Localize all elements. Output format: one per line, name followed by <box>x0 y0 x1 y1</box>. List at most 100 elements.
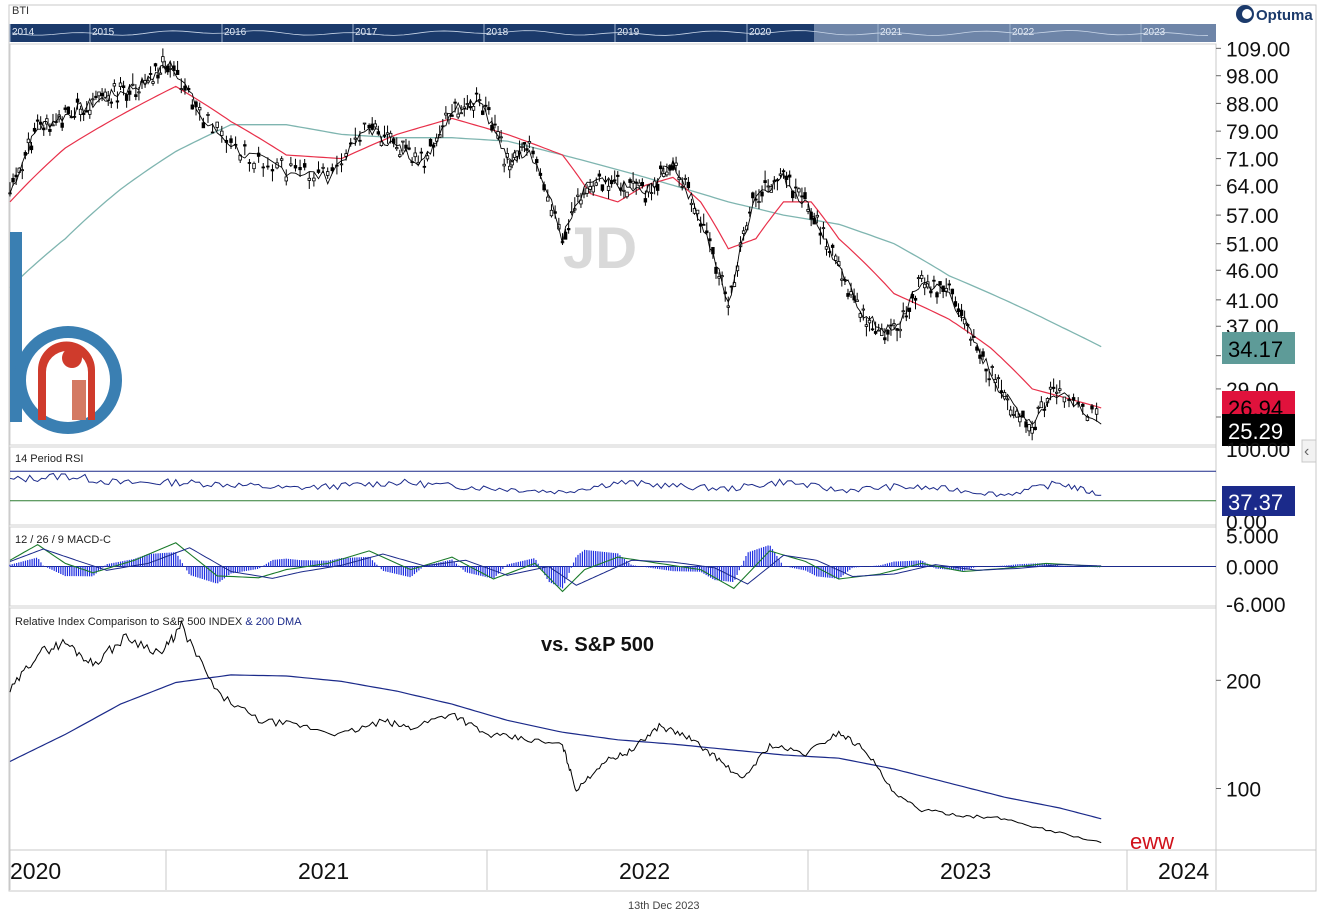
price-candle-body <box>270 169 275 172</box>
price-candle-body <box>484 104 488 107</box>
price-candle-body <box>549 209 554 217</box>
price-candle-body <box>659 165 663 170</box>
price-candle-body <box>14 174 18 178</box>
price-candle-body <box>1030 427 1034 434</box>
price-candle-body <box>321 166 325 169</box>
price-candle-body <box>459 112 463 115</box>
price-candle-body <box>546 196 550 202</box>
price-candle-body <box>1012 414 1016 416</box>
price-candle-body <box>493 123 497 126</box>
price-candle-body <box>996 377 1001 380</box>
price-candle-body <box>151 81 155 84</box>
price-candle-body <box>487 107 491 111</box>
price-candle-body <box>588 186 592 190</box>
price-candle-body <box>201 122 206 129</box>
price-candle-body <box>637 182 641 187</box>
relative-title: Relative Index Comparison to S&P 500 IND… <box>15 616 302 628</box>
price-candle-body <box>1085 415 1090 421</box>
price-candle-body <box>112 83 117 87</box>
price-candle-body <box>689 202 694 206</box>
price-candle-body <box>904 315 909 318</box>
price-candle-body <box>892 323 896 326</box>
price-candle-body <box>502 163 506 167</box>
price-candle-body <box>468 106 473 109</box>
navigator-year-label: 2014 <box>12 27 35 38</box>
price-candle-body <box>158 72 163 75</box>
price-candle-body <box>846 293 850 297</box>
price-candle-body <box>137 91 141 94</box>
price-candle-body <box>886 329 890 335</box>
price-candle-body <box>312 177 316 182</box>
price-candle-body <box>81 112 86 115</box>
macd-title: 12 / 26 / 9 MACD-C <box>15 534 111 546</box>
price-candle-body <box>1048 386 1053 390</box>
price-candle-body <box>643 198 648 203</box>
price-y-tick-label: 64.00 <box>1226 175 1279 198</box>
price-candle-body <box>956 308 961 313</box>
price-candle-body <box>938 281 942 286</box>
price-candle-body <box>873 331 878 334</box>
price-candle-body <box>594 182 598 186</box>
price-candle-body <box>388 132 393 138</box>
price-candle-body <box>566 228 571 231</box>
price-candle-body <box>1081 403 1085 407</box>
price-candle-body <box>950 288 955 295</box>
price-candle-body <box>456 113 460 118</box>
price-candle-body <box>1015 410 1019 418</box>
macd-histogram <box>9 545 1101 589</box>
price-candle-body <box>197 107 202 111</box>
price-candle-body <box>671 165 675 170</box>
price-candle-body <box>490 124 494 131</box>
price-candle-body <box>916 277 921 280</box>
price-candle-body <box>729 285 734 288</box>
price-candle-body <box>35 119 40 122</box>
price-candle-body <box>953 301 958 307</box>
price-candle-body <box>858 313 862 318</box>
price-candle-body <box>849 291 853 296</box>
price-candle-body <box>787 174 792 178</box>
price-candle-body <box>382 134 387 137</box>
price-candle-body <box>830 244 835 248</box>
relative-title-ma: & 200 DMA <box>245 616 302 628</box>
rsi-title: 14 Period RSI <box>15 453 83 465</box>
price-candle-body <box>763 180 767 184</box>
price-candle-body <box>901 310 905 313</box>
rsi-y-tick-label: 100.00 <box>1226 439 1290 462</box>
price-candle-body <box>1033 426 1037 431</box>
price-candle-body <box>794 186 798 189</box>
price-candle-body <box>683 177 687 180</box>
price-candle-body <box>362 122 367 125</box>
brand-mark-dot <box>62 348 82 368</box>
price-candle-body <box>97 91 101 97</box>
price-candle-body <box>51 124 55 127</box>
last-value-ma-slow: 34.17 <box>1228 337 1283 362</box>
price-candle-body <box>118 82 123 87</box>
price-candle-body <box>358 139 362 142</box>
price-candle-body <box>542 184 546 191</box>
price-candle-body <box>419 151 424 154</box>
price-candle-body <box>370 123 374 130</box>
price-y-tick-label: 79.00 <box>1226 121 1279 144</box>
price-candle-body <box>1090 405 1094 410</box>
price-candle-body <box>806 208 810 212</box>
price-candle-body <box>883 337 887 341</box>
price-candle-body <box>553 211 557 214</box>
navigator-year-label: 2015 <box>92 27 115 38</box>
price-line <box>9 59 1102 426</box>
price-candle-body <box>279 158 284 161</box>
price-candle-body <box>1008 409 1013 416</box>
price-candle-body <box>662 173 666 177</box>
price-candle-body <box>1027 424 1031 432</box>
price-candle-body <box>834 255 838 261</box>
price-candle-body <box>168 68 172 70</box>
price-candle-body <box>38 121 43 125</box>
panel-collapse-button[interactable] <box>1301 439 1317 463</box>
price-candle-body <box>78 108 83 115</box>
price-candle-body <box>481 110 485 115</box>
price-y-tick-label: 46.00 <box>1226 260 1279 283</box>
brand-mark-arch <box>38 341 95 420</box>
price-candle-body <box>206 114 210 116</box>
price-candle-body <box>179 88 183 91</box>
price-candle-body <box>582 192 586 195</box>
price-candle-body <box>705 230 709 234</box>
